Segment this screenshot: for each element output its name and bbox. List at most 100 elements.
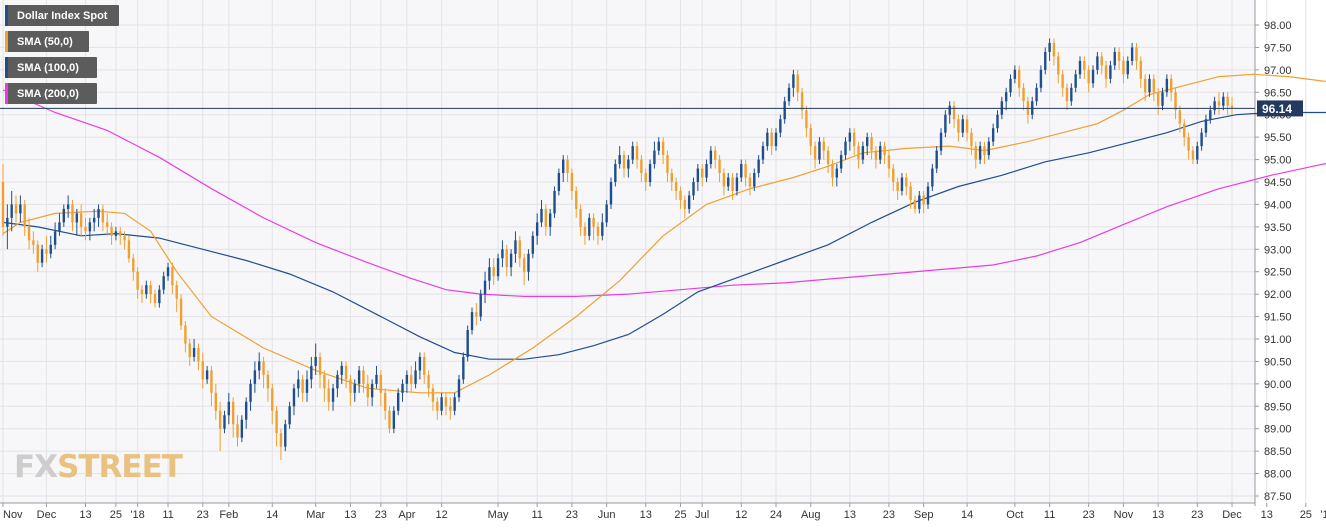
candle-body xyxy=(575,190,578,209)
candle-body xyxy=(531,235,535,254)
candle-body xyxy=(119,231,122,236)
candle-body xyxy=(1130,47,1134,61)
x-tick-label: Dec xyxy=(37,509,57,521)
candle-body xyxy=(991,128,995,142)
y-tick-label: 92.50 xyxy=(1264,267,1292,279)
candle-body xyxy=(1074,74,1077,88)
candle-body xyxy=(240,419,244,438)
x-tick-label: 11 xyxy=(531,509,542,521)
candle-body xyxy=(1230,105,1234,109)
fxstreet-logo: FXSTREET xyxy=(14,449,183,485)
candle-body xyxy=(501,249,504,259)
candle-body xyxy=(696,168,700,182)
x-tick-label: Dec xyxy=(1222,509,1242,521)
candle-body xyxy=(327,388,330,402)
candle-body xyxy=(579,208,582,227)
candle-body xyxy=(1,182,5,227)
x-tick-label: 13 xyxy=(844,509,856,521)
candle-body xyxy=(1148,78,1151,93)
candle-body xyxy=(6,217,9,227)
candle-body xyxy=(1161,92,1164,106)
candle-body xyxy=(449,406,452,411)
candle-body xyxy=(653,150,656,165)
candle-body xyxy=(453,397,456,411)
candle-body xyxy=(978,146,982,160)
legend-item-price: Dollar Index Spot xyxy=(5,5,119,26)
candle-body xyxy=(518,240,521,259)
candle-body xyxy=(340,365,343,375)
candle-body xyxy=(431,388,435,402)
candle-body xyxy=(831,164,834,178)
candle-body xyxy=(314,356,317,366)
candle-body xyxy=(410,374,413,384)
candle-body xyxy=(844,141,847,156)
candle-body xyxy=(297,379,300,389)
candle-body xyxy=(1057,56,1060,75)
x-tick-label: '18 xyxy=(130,509,144,521)
candle-body xyxy=(896,182,899,191)
y-tick-label: 98.00 xyxy=(1264,20,1292,32)
candle-body xyxy=(783,101,786,120)
candle-body xyxy=(822,141,825,151)
candle-body xyxy=(909,186,912,200)
candle-body xyxy=(857,146,860,160)
candle-body xyxy=(748,177,752,187)
candle-body xyxy=(1183,123,1186,138)
candle-body xyxy=(800,92,804,111)
x-tick-label: Nov xyxy=(3,509,23,521)
candle-body xyxy=(331,388,335,402)
x-tick-label: Feb xyxy=(219,509,238,521)
candle-body xyxy=(62,208,65,223)
x-tick-label: Oct xyxy=(1006,509,1023,521)
candle-body xyxy=(983,146,986,156)
y-tick-label: 95.50 xyxy=(1264,132,1292,144)
candle-body xyxy=(1078,60,1082,75)
candle-body xyxy=(553,190,556,214)
candle-body xyxy=(166,267,170,277)
candle-body xyxy=(874,150,878,160)
y-tick-label: 91.50 xyxy=(1264,312,1292,324)
candle-body xyxy=(922,195,925,205)
candle-body xyxy=(1204,119,1208,133)
candle-body xyxy=(40,249,44,263)
candle-body xyxy=(475,312,478,317)
candle-body xyxy=(805,110,808,129)
candle-body xyxy=(1009,78,1012,93)
candle-body xyxy=(939,132,943,151)
candle-body xyxy=(388,410,391,429)
candle-body xyxy=(887,155,891,169)
x-tick-label: 23 xyxy=(197,509,209,521)
candle-body xyxy=(848,132,852,142)
candle-body xyxy=(1070,87,1073,102)
candle-body xyxy=(244,401,248,420)
candle-body xyxy=(722,173,726,187)
legend: Dollar Index Spot SMA (50,0) SMA (100,0)… xyxy=(5,5,119,109)
candle-body xyxy=(262,361,265,375)
candle-body xyxy=(996,114,999,129)
candle-body xyxy=(184,325,187,344)
candle-body xyxy=(605,204,608,223)
candle-body xyxy=(36,244,39,263)
candle-body xyxy=(1152,78,1156,93)
candle-body xyxy=(661,141,665,156)
candle-body xyxy=(505,249,508,268)
x-tick-label: 13 xyxy=(79,509,91,521)
legend-swatch xyxy=(5,5,8,26)
candle-body xyxy=(779,119,782,133)
candle-body xyxy=(601,222,604,236)
candle-body xyxy=(635,146,639,160)
candle-body xyxy=(383,392,387,411)
candle-body xyxy=(284,424,287,447)
candle-body xyxy=(714,150,717,160)
legend-label: SMA (100,0) xyxy=(17,61,79,74)
candle-body xyxy=(766,132,769,147)
candle-body xyxy=(79,213,83,227)
y-tick-label: 89.50 xyxy=(1264,401,1292,413)
candle-body xyxy=(353,383,356,393)
legend-swatch xyxy=(5,83,8,104)
plot-area xyxy=(0,0,1255,503)
x-tick-label: 13 xyxy=(344,509,356,521)
candle-body xyxy=(375,374,378,384)
candle-body xyxy=(974,146,977,160)
